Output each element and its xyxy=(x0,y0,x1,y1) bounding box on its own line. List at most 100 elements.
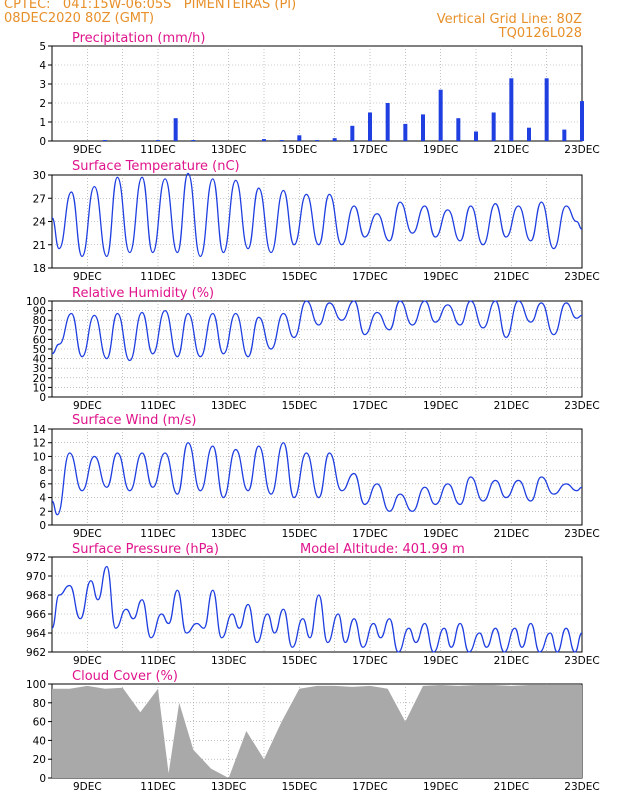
x-tick-label: 19DEC xyxy=(423,528,458,540)
y-tick-label: 0 xyxy=(39,136,46,148)
x-tick-label: 13DEC xyxy=(211,781,246,793)
x-tick-label: 11DEC xyxy=(140,781,175,793)
precip-bar xyxy=(421,114,425,141)
precip-bar xyxy=(385,103,390,141)
y-tick-label: 20 xyxy=(33,373,46,385)
grid-line-label: Vertical Grid Line: 80Z xyxy=(436,12,582,27)
x-tick-label: 17DEC xyxy=(352,781,387,793)
y-tick-label: 10 xyxy=(33,451,46,463)
x-tick-label: 21DEC xyxy=(494,271,529,283)
x-tick-label: 11DEC xyxy=(140,528,175,540)
x-tick-label: 13DEC xyxy=(211,400,246,412)
y-tick-label: 972 xyxy=(26,552,46,564)
y-tick-label: 10 xyxy=(33,382,46,394)
x-tick-label: 19DEC xyxy=(423,400,458,412)
x-tick-label: 23DEC xyxy=(564,144,599,156)
x-tick-label: 15DEC xyxy=(282,271,317,283)
y-tick-label: 80 xyxy=(33,315,46,327)
x-tick-label: 19DEC xyxy=(423,271,458,283)
precip-bar xyxy=(332,138,337,141)
precip-bar xyxy=(103,140,107,141)
x-tick-label: 15DEC xyxy=(282,655,317,667)
x-tick-label: 17DEC xyxy=(352,271,387,283)
x-tick-label: 19DEC xyxy=(423,144,458,156)
y-tick-label: 0 xyxy=(39,520,46,532)
x-tick-label: 15DEC xyxy=(282,400,317,412)
x-tick-label: 21DEC xyxy=(494,528,529,540)
x-tick-label: 15DEC xyxy=(282,144,317,156)
y-tick-label: 18 xyxy=(33,263,46,275)
x-tick-label: 11DEC xyxy=(140,655,175,667)
precip-bar xyxy=(262,139,266,141)
y-tick-label: 4 xyxy=(39,493,46,505)
panel-title: Cloud Cover (%) xyxy=(72,669,178,684)
x-tick-label: 23DEC xyxy=(564,271,599,283)
y-tick-label: 5 xyxy=(39,41,46,53)
panel-title: Surface Wind (m/s) xyxy=(72,413,196,428)
panel-title: Surface Temperature (nC) xyxy=(72,159,240,174)
x-tick-label: 21DEC xyxy=(494,781,529,793)
panel-frame xyxy=(51,556,583,653)
y-tick-label: 60 xyxy=(33,717,46,729)
y-tick-label: 968 xyxy=(26,590,46,602)
precip-bar xyxy=(156,140,160,141)
x-tick-label: 13DEC xyxy=(211,144,246,156)
precip-bar xyxy=(438,89,443,141)
x-tick-label: 13DEC xyxy=(211,528,246,540)
precip-bar xyxy=(297,135,302,141)
y-tick-label: 12 xyxy=(33,438,46,450)
y-tick-label: 2 xyxy=(39,506,46,518)
series-line xyxy=(51,172,583,258)
y-tick-label: 4 xyxy=(39,60,46,72)
precip-bar xyxy=(562,129,567,141)
precip-bar xyxy=(580,101,584,141)
y-tick-label: 100 xyxy=(26,679,46,691)
panel-frame xyxy=(51,45,583,142)
y-tick-label: 70 xyxy=(33,325,46,337)
y-tick-label: 966 xyxy=(26,609,46,621)
y-tick-label: 8 xyxy=(39,465,46,477)
y-tick-label: 3 xyxy=(39,79,46,91)
x-tick-label: 15DEC xyxy=(282,528,317,540)
precip-bar xyxy=(279,140,284,141)
x-tick-label: 17DEC xyxy=(352,400,387,412)
y-tick-label: 100 xyxy=(26,296,46,308)
x-tick-label: 23DEC xyxy=(564,655,599,667)
x-tick-label: 9DEC xyxy=(73,528,102,540)
precip-bar xyxy=(315,140,319,141)
precip-bar xyxy=(474,131,478,141)
y-tick-label: 20 xyxy=(33,754,46,766)
precip-bar xyxy=(509,78,514,141)
panel-annotation: Model Altitude: 401.99 m xyxy=(300,542,465,557)
y-tick-label: 2 xyxy=(39,98,46,110)
y-tick-label: 30 xyxy=(33,170,46,182)
y-tick-label: 24 xyxy=(33,217,47,229)
precip-bar xyxy=(191,140,196,141)
y-tick-label: 30 xyxy=(33,363,46,375)
date-header: 08DEC2020 80Z (GMT) xyxy=(4,11,155,26)
x-tick-label: 23DEC xyxy=(564,528,599,540)
x-tick-label: 9DEC xyxy=(73,781,102,793)
x-tick-label: 11DEC xyxy=(140,144,175,156)
y-tick-label: 60 xyxy=(33,334,46,346)
y-tick-label: 90 xyxy=(33,306,46,318)
panel-title: Surface Pressure (hPa) xyxy=(72,542,219,557)
series-line xyxy=(51,300,583,362)
y-tick-label: 1 xyxy=(39,117,46,129)
precip-bar xyxy=(527,127,531,141)
cloud-area xyxy=(52,684,582,778)
precip-bar xyxy=(491,112,496,141)
x-tick-label: 11DEC xyxy=(140,271,175,283)
y-tick-label: 0 xyxy=(39,773,46,785)
panel-frame xyxy=(51,428,583,526)
x-tick-label: 13DEC xyxy=(211,271,246,283)
model-label: TQ0126L028 xyxy=(498,26,582,41)
panel-title: Precipitation (mm/h) xyxy=(72,31,205,46)
y-tick-label: 40 xyxy=(33,354,46,366)
panel-title: Relative Humidity (%) xyxy=(72,286,214,301)
x-tick-label: 15DEC xyxy=(282,781,317,793)
x-tick-label: 21DEC xyxy=(494,400,529,412)
precip-bar xyxy=(173,118,178,141)
x-tick-label: 9DEC xyxy=(73,400,102,412)
